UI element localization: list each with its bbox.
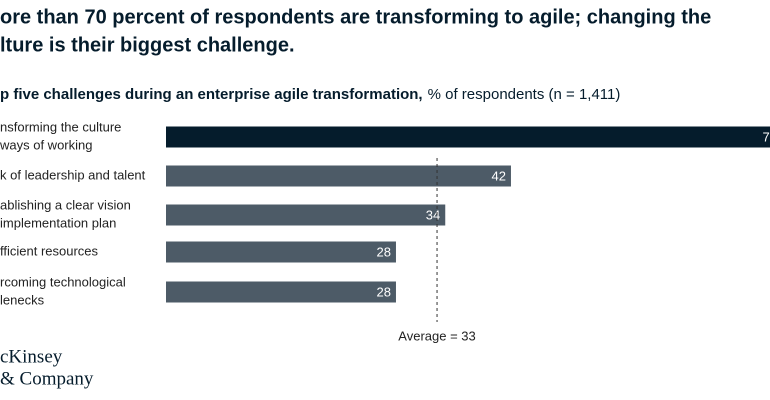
- value-label: 28: [377, 284, 391, 299]
- value-label: 75: [763, 129, 770, 144]
- bar: [166, 165, 511, 187]
- subtitle-unit: % of respondents (n = 1,411): [428, 86, 621, 103]
- category-label: nsforming the culture: [0, 119, 121, 134]
- value-label: 34: [426, 207, 440, 222]
- value-label: 28: [377, 244, 391, 259]
- value-label: 42: [491, 168, 505, 183]
- logo: cKinsey: [0, 346, 63, 367]
- chart-title: lture is their biggest challenge.: [0, 34, 295, 56]
- category-label: rcoming technological: [0, 274, 126, 289]
- category-label: k of leadership and talent: [0, 167, 146, 182]
- subtitle: p five challenges during an enterprise a…: [0, 86, 423, 103]
- category-label: implementation plan: [0, 215, 116, 230]
- category-label: lenecks: [0, 292, 45, 307]
- bar: [166, 241, 396, 263]
- average-label: Average = 33: [398, 328, 475, 343]
- category-label: ways of working: [0, 137, 92, 152]
- chart-subtitle: p five challenges during an enterprise a…: [0, 86, 620, 103]
- chart-title: ore than 70 percent of respondents are t…: [0, 6, 711, 28]
- category-label: fficient resources: [0, 243, 99, 258]
- bar: [166, 204, 446, 226]
- bar: [166, 281, 396, 303]
- category-label: ablishing a clear vision: [0, 197, 131, 212]
- logo: & Company: [0, 368, 94, 389]
- bar: [166, 126, 770, 148]
